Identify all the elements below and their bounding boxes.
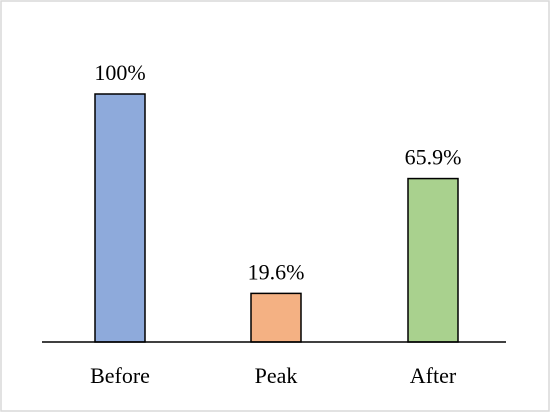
data-label-after: 65.9% <box>405 145 462 170</box>
bar-before <box>94 93 146 343</box>
category-labels-group: Before Peak After <box>90 363 457 388</box>
bar-peak <box>250 292 302 343</box>
data-label-peak: 19.6% <box>248 259 305 284</box>
category-label-peak: Peak <box>255 363 298 388</box>
data-label-before: 100% <box>94 60 145 85</box>
data-labels-group: 100% 19.6% 65.9% <box>94 60 461 284</box>
bar-after <box>407 177 459 343</box>
category-label-before: Before <box>90 363 150 388</box>
category-label-after: After <box>410 363 457 388</box>
bars-group <box>94 93 459 343</box>
